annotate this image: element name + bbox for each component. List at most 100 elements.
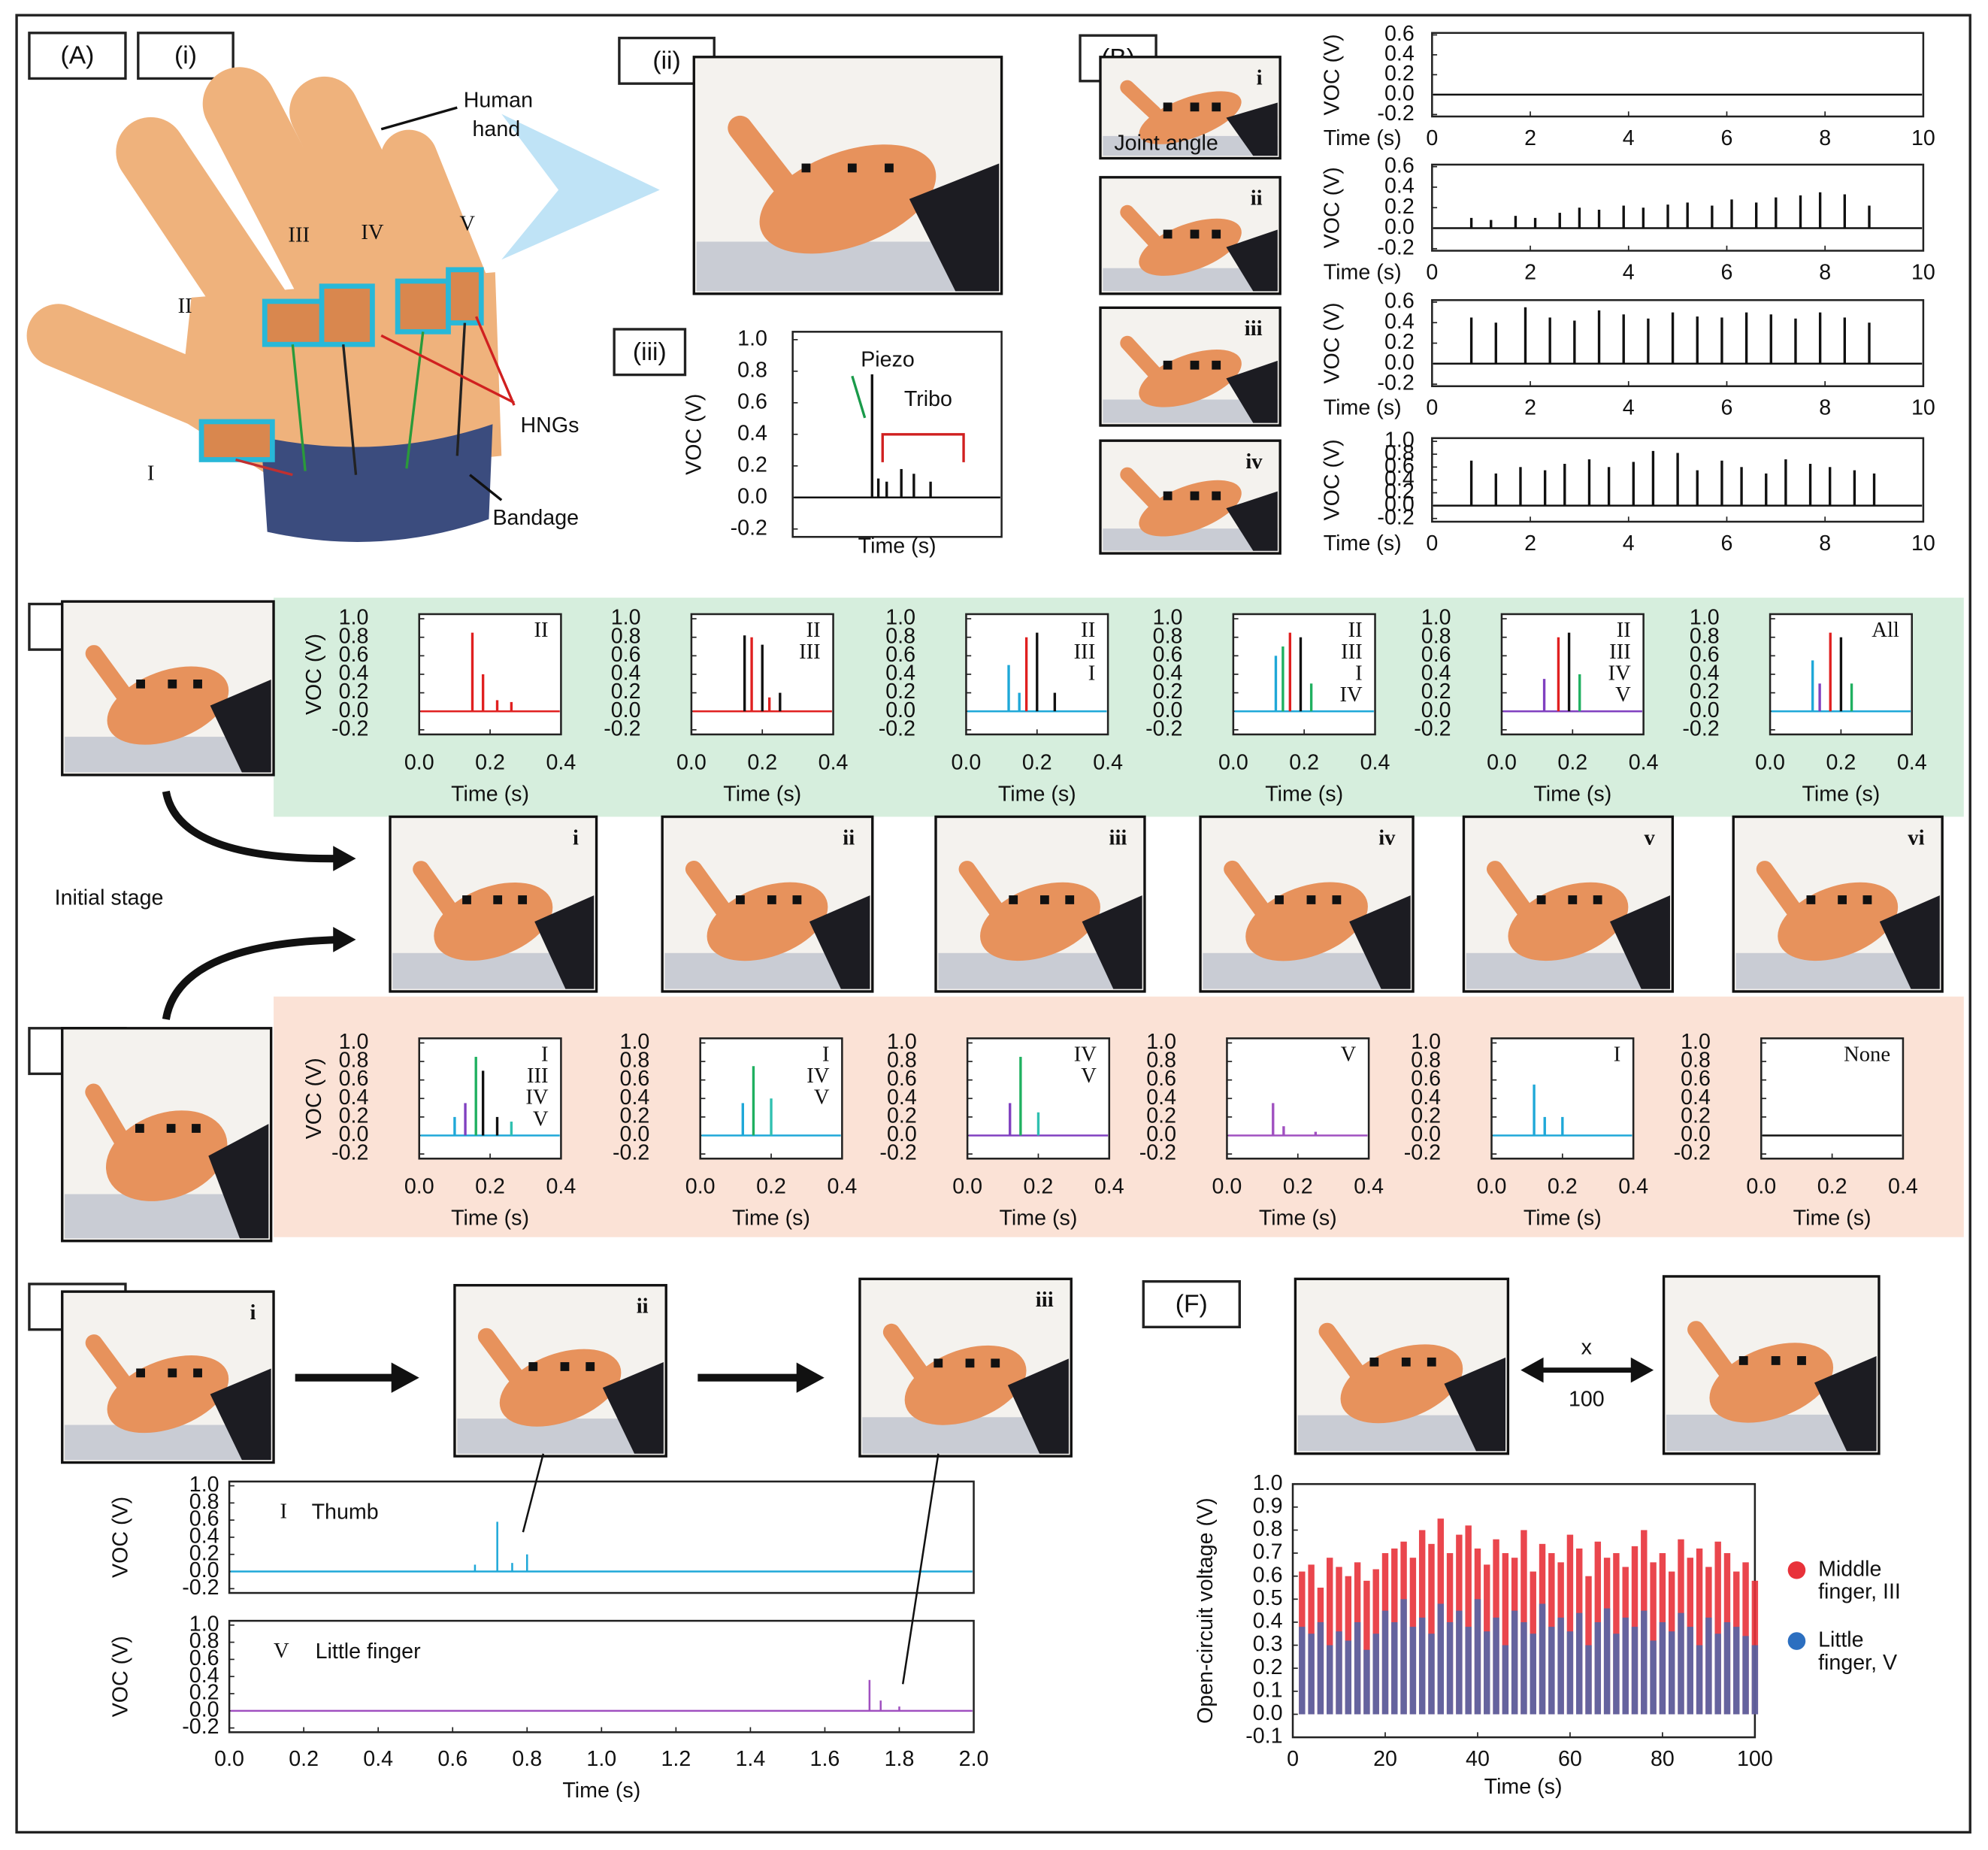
photo-sensor <box>1190 102 1200 112</box>
x-tick-label: 4 <box>1623 531 1635 556</box>
x-tick-label: 10 <box>1911 126 1935 150</box>
x-axis-label: Time (s) <box>1484 1775 1563 1799</box>
photo-sensor <box>885 163 894 173</box>
y-tick-label: 1.0 <box>339 1030 369 1054</box>
photo-finger <box>958 861 1007 922</box>
x-tick-label: 0 <box>1426 126 1438 150</box>
photo-sensor <box>1401 1357 1411 1367</box>
photo-sensor <box>736 895 745 904</box>
y-tick-label: 0.4 <box>611 662 641 686</box>
x-axis-label: Time (s) <box>1259 1207 1337 1231</box>
y-tick-label: -0.2 <box>1377 371 1414 395</box>
legend-dot <box>1787 1632 1806 1650</box>
y-tick-label: 0.3 <box>1253 1632 1283 1656</box>
photo-sensor <box>1306 895 1316 904</box>
photo-finger <box>1756 861 1805 922</box>
plot-legend-label: V <box>814 1085 830 1110</box>
x-axis-label: Time (s) <box>732 1207 810 1231</box>
photo-finger <box>477 1328 527 1388</box>
plot-frame <box>418 1037 562 1160</box>
x-tick-label: 0.0 <box>214 1747 244 1771</box>
y-tick-label: 1.0 <box>339 606 369 630</box>
x-tick-label: 10 <box>1911 531 1935 556</box>
bar <box>1585 1645 1592 1715</box>
y-tick-label: 0.2 <box>611 680 641 704</box>
y-tick-label: 0.2 <box>1384 195 1415 219</box>
bar <box>1317 1621 1324 1715</box>
photo-finger <box>1487 861 1535 922</box>
plot-legend-label: II <box>806 618 821 642</box>
y-tick-label: -0.1 <box>1245 1724 1282 1749</box>
plot-frame <box>1500 613 1645 736</box>
y-axis-label: VOC (V) <box>108 1497 132 1578</box>
photo-sensor <box>792 895 802 904</box>
photo-sleeve <box>534 895 595 989</box>
x-tick-label: 0.2 <box>1817 1175 1847 1199</box>
y-tick-label: 0.4 <box>1153 662 1183 686</box>
annotation: Human <box>464 88 533 112</box>
x-tick-label: 8 <box>1819 260 1831 284</box>
plot-legend-label: Little finger <box>316 1640 421 1664</box>
bar <box>1327 1558 1333 1715</box>
x-axis-label: Time (s) <box>451 782 529 806</box>
y-tick-label: 0.2 <box>620 1104 650 1128</box>
y-tick-label: 0.2 <box>1146 1104 1176 1128</box>
y-tick-label: 0.2 <box>737 453 767 477</box>
photo-sensor <box>462 895 471 904</box>
panel-tag-box <box>137 32 235 80</box>
y-tick-label: 0.2 <box>1421 680 1451 704</box>
photo-label: ii <box>843 825 855 849</box>
x-axis-label: Time (s) <box>1000 1207 1078 1231</box>
x-tick-label: 0.2 <box>1557 750 1587 774</box>
photo-sensor <box>965 1358 975 1368</box>
y-axis-label: VOC (V) <box>682 394 707 475</box>
photo-label: ii <box>1251 186 1263 210</box>
photo-sensor <box>168 1368 177 1378</box>
finger-label: V <box>459 211 475 235</box>
x-tick-label: 6 <box>1721 396 1733 420</box>
bar <box>1557 1617 1564 1715</box>
photo-finger <box>728 115 799 200</box>
bar <box>1456 1610 1463 1715</box>
x-axis-label: Time (s) <box>1802 782 1880 806</box>
x-tick-label: 0.2 <box>756 1175 786 1199</box>
photo-sleeve <box>1879 895 1940 989</box>
legend-label: finger, III <box>1818 1580 1901 1604</box>
y-tick-label: 0.6 <box>189 1507 219 1531</box>
photo-sensor <box>136 1368 145 1378</box>
y-tick-label: -0.2 <box>182 1576 219 1600</box>
y-axis-label: VOC (V) <box>302 634 326 715</box>
y-tick-label: 0.2 <box>1384 480 1415 504</box>
photo-sensor <box>1190 491 1200 501</box>
bar <box>1723 1621 1731 1715</box>
photo-sensor <box>1806 895 1816 904</box>
plot-legend-label: IV <box>525 1085 549 1110</box>
x-tick-label: 0.4 <box>1888 1175 1918 1199</box>
x-tick-label: 8 <box>1819 531 1831 556</box>
plot-legend-label: II <box>534 618 548 642</box>
y-tick-label: 0.0 <box>885 698 915 722</box>
y-tick-label: 0.2 <box>1690 680 1720 704</box>
y-tick-label: -0.2 <box>331 716 368 740</box>
y-tick-label: 1.0 <box>885 606 915 630</box>
x-tick-label: 4 <box>1623 396 1635 420</box>
x-axis-label: Time (s) <box>562 1779 640 1803</box>
y-tick-label: 0.8 <box>620 1049 650 1073</box>
photo-label: i <box>573 825 579 849</box>
x-tick-label: 0.4 <box>1629 750 1659 774</box>
y-tick-label: -0.2 <box>1404 1141 1441 1165</box>
photo-sensor <box>1593 895 1602 904</box>
y-tick-label: 0.8 <box>189 1629 219 1653</box>
plot-legend-label: V <box>1341 1042 1357 1066</box>
y-axis-label: VOC (V) <box>1320 439 1344 520</box>
bar <box>1751 1645 1759 1715</box>
y-tick-label: 0.2 <box>1384 62 1415 86</box>
bar <box>1428 1543 1435 1715</box>
plot-legend-label: V <box>274 1639 289 1663</box>
repeat-count: 100 <box>1569 1388 1605 1412</box>
x-tick-label: 0.2 <box>475 1175 505 1199</box>
bar <box>1299 1627 1306 1715</box>
x-axis-label: Time (s) <box>858 534 937 558</box>
plot-legend-label: All <box>1872 618 1899 642</box>
y-tick-label: 0.6 <box>887 1067 917 1091</box>
